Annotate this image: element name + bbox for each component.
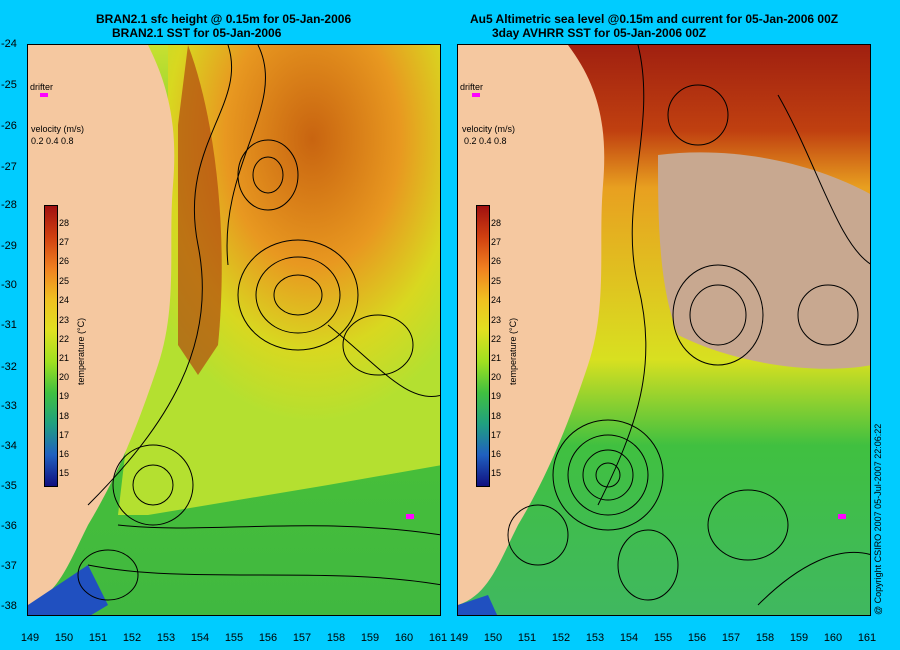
x-left-154: 154 — [190, 632, 210, 644]
left-cb-17: 17 — [59, 430, 70, 440]
x-right-151: 151 — [517, 632, 537, 644]
left-cb-20: 20 — [59, 372, 70, 382]
y-label-31: -31 — [1, 319, 17, 331]
right-cb-21: 21 — [491, 353, 502, 363]
left-cb-25: 25 — [59, 276, 70, 286]
right-cb-20: 20 — [491, 372, 502, 382]
y-label-28: -28 — [1, 199, 17, 211]
left-cb-27: 27 — [59, 237, 70, 247]
y-label-37: -37 — [1, 560, 17, 572]
y-label-38: -38 — [1, 600, 17, 612]
copyright-text: @ Copyright CSIRO 2007 05-Jul-2007 22:06… — [873, 423, 883, 615]
right-cb-26: 26 — [491, 256, 502, 266]
x-left-153: 153 — [156, 632, 176, 644]
left-cb-16: 16 — [59, 449, 70, 459]
x-right-156: 156 — [687, 632, 707, 644]
right-cb-25: 25 — [491, 276, 502, 286]
right-title-line2: 3day AVHRR SST for 05-Jan-2006 00Z — [492, 26, 707, 40]
x-left-159: 159 — [360, 632, 380, 644]
y-label-33: -33 — [1, 400, 17, 412]
right-title-line1: Au5 Altimetric sea level @0.15m and curr… — [470, 12, 839, 26]
x-right-153: 153 — [585, 632, 605, 644]
left-title-line2: BRAN2.1 SST for 05-Jan-2006 — [112, 26, 282, 40]
x-right-155: 155 — [653, 632, 673, 644]
right-velocity-label: velocity (m/s) — [462, 124, 516, 134]
right-colorbar — [476, 205, 490, 487]
x-left-149: 149 — [20, 632, 40, 644]
x-right-152: 152 — [551, 632, 571, 644]
right-drifter-label: drifter — [460, 82, 484, 92]
y-label-35: -35 — [1, 480, 17, 492]
y-label-34: -34 — [1, 440, 17, 452]
x-right-157: 157 — [721, 632, 741, 644]
left-cb-24: 24 — [59, 295, 70, 305]
left-drifter-label: drifter — [30, 82, 54, 92]
right-cb-23: 23 — [491, 315, 502, 325]
x-right-160: 160 — [823, 632, 843, 644]
right-cb-19: 19 — [491, 391, 502, 401]
left-drifter-icon — [40, 93, 48, 97]
left-title-line1: BRAN2.1 sfc height @ 0.15m for 05-Jan-20… — [96, 12, 352, 26]
x-right-158: 158 — [755, 632, 775, 644]
right-drifter-icon — [472, 93, 480, 97]
y-label-26: -26 — [1, 120, 17, 132]
x-left-156: 156 — [258, 632, 278, 644]
y-label-29: -29 — [1, 240, 17, 252]
y-label-32: -32 — [1, 361, 17, 373]
right-drifter-marker — [838, 514, 846, 519]
left-velocity-label: velocity (m/s) — [31, 124, 85, 134]
right-map — [457, 44, 871, 616]
x-right-159: 159 — [789, 632, 809, 644]
right-cb-22: 22 — [491, 334, 502, 344]
x-right-149: 149 — [449, 632, 469, 644]
left-cb-22: 22 — [59, 334, 70, 344]
x-left-150: 150 — [54, 632, 74, 644]
y-label-25: -25 — [1, 79, 17, 91]
x-left-151: 151 — [88, 632, 108, 644]
x-left-158: 158 — [326, 632, 346, 644]
left-colorbar — [44, 205, 58, 487]
left-map — [27, 44, 441, 616]
y-label-36: -36 — [1, 520, 17, 532]
right-cb-15: 15 — [491, 468, 502, 478]
left-cb-26: 26 — [59, 256, 70, 266]
left-cb-23: 23 — [59, 315, 70, 325]
right-cb-17: 17 — [491, 430, 502, 440]
x-left-157: 157 — [292, 632, 312, 644]
left-cb-28: 28 — [59, 218, 70, 228]
right-velocity-scale: 0.2 0.4 0.8 — [464, 136, 507, 146]
left-cb-21: 21 — [59, 353, 70, 363]
right-cb-27: 27 — [491, 237, 502, 247]
right-cb-28: 28 — [491, 218, 502, 228]
x-left-152: 152 — [122, 632, 142, 644]
x-left-155: 155 — [224, 632, 244, 644]
x-left-160: 160 — [394, 632, 414, 644]
left-colorbar-title: temperature (°C) — [76, 317, 86, 385]
left-cb-18: 18 — [59, 411, 70, 421]
x-right-161: 161 — [857, 632, 877, 644]
y-label-24: -24 — [1, 38, 17, 50]
y-label-30: -30 — [1, 279, 17, 291]
left-cb-19: 19 — [59, 391, 70, 401]
left-cb-15: 15 — [59, 468, 70, 478]
right-cb-24: 24 — [491, 295, 502, 305]
left-drifter-marker — [406, 514, 414, 519]
right-cb-16: 16 — [491, 449, 502, 459]
right-cb-18: 18 — [491, 411, 502, 421]
left-velocity-scale: 0.2 0.4 0.8 — [31, 136, 74, 146]
x-right-150: 150 — [483, 632, 503, 644]
y-label-27: -27 — [1, 161, 17, 173]
right-colorbar-title: temperature (°C) — [508, 317, 518, 385]
x-right-154: 154 — [619, 632, 639, 644]
x-left-161: 161 — [428, 632, 448, 644]
